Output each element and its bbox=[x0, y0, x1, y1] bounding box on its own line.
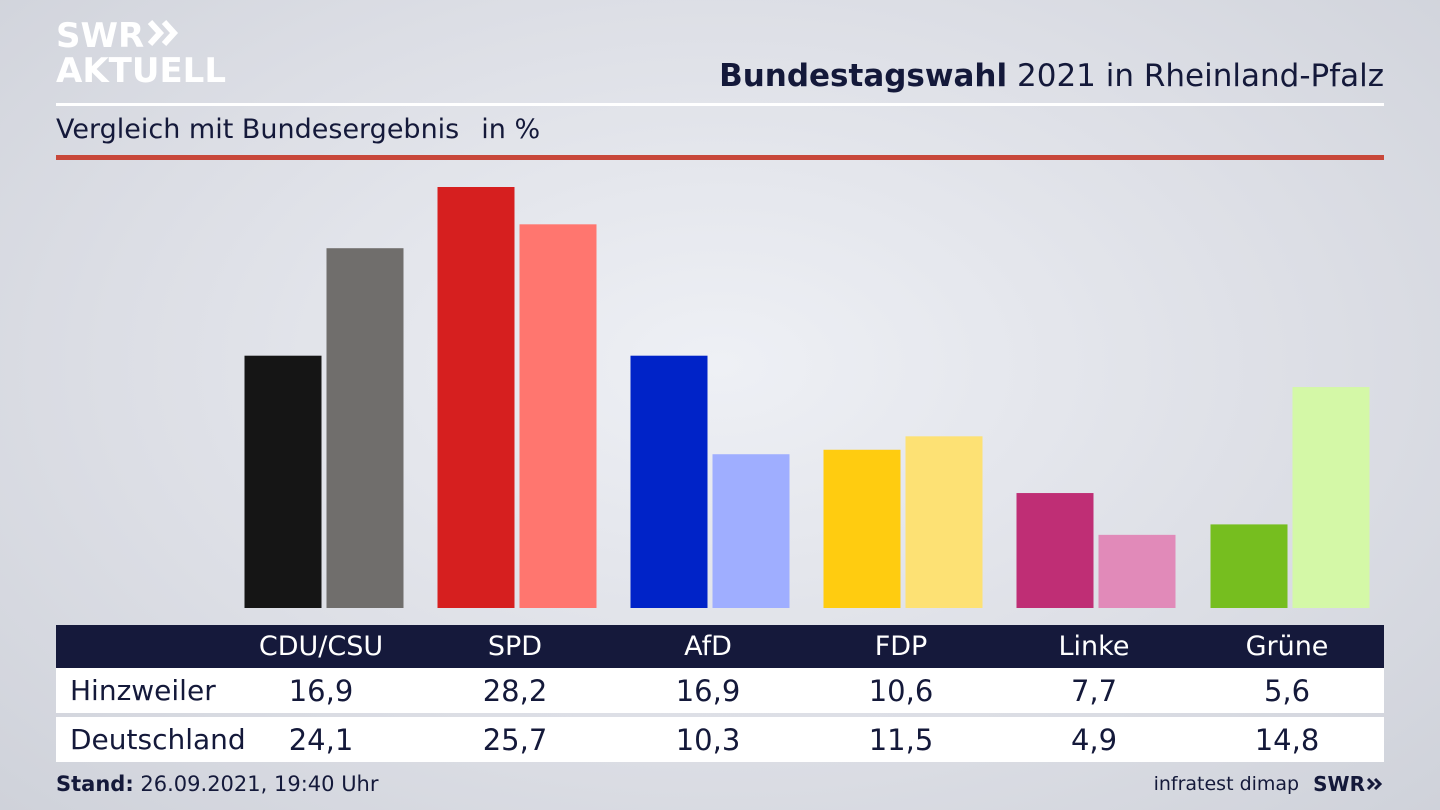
table-row: Deutschland 24,1 25,7 10,3 11,5 4,9 14,8 bbox=[56, 717, 1384, 762]
bar-afd-deutschland bbox=[712, 454, 790, 608]
swr-mini-text: SWR bbox=[1313, 772, 1365, 796]
header-cdu-csu: CDU/CSU bbox=[258, 631, 384, 662]
timestamp: Stand: 26.09.2021, 19:40 Uhr bbox=[56, 772, 379, 796]
header-afd: AfD bbox=[684, 631, 732, 662]
bar-cdu-csu-hinzweiler bbox=[244, 355, 322, 608]
table-cell: 24,1 bbox=[288, 722, 354, 757]
row-label-deutschland: Deutschland bbox=[70, 723, 246, 756]
stand-label: Stand: bbox=[56, 772, 134, 796]
accent-rule bbox=[56, 155, 1384, 160]
double-chevron-right-icon bbox=[1366, 777, 1383, 791]
table-header: CDU/CSU SPD AfD FDP Linke Grüne bbox=[56, 625, 1384, 668]
table-cell: 14,8 bbox=[1254, 722, 1320, 757]
unit-label: in % bbox=[481, 114, 541, 145]
bar-fdp-deutschland bbox=[905, 436, 983, 608]
chart-subtitle: Vergleich mit Bundesergebnis in % bbox=[56, 114, 540, 145]
table-cell: 4,9 bbox=[1070, 722, 1118, 757]
source-credit: infratest dimap SWR bbox=[1154, 772, 1384, 796]
table-cell: 10,3 bbox=[675, 722, 741, 757]
page-title: Bundestagswahl 2021 in Rheinland-Pfalz bbox=[719, 58, 1384, 94]
source-label: infratest dimap bbox=[1153, 773, 1300, 795]
bar-cdu-csu-deutschland bbox=[326, 248, 404, 608]
logo-aktuell-text: AKTUELL bbox=[56, 51, 227, 91]
header-gruene: Grüne bbox=[1245, 631, 1329, 662]
subtitle-text: Vergleich mit Bundesergebnis bbox=[56, 114, 460, 145]
bar-linke-deutschland bbox=[1098, 534, 1176, 608]
table-cell: 5,6 bbox=[1263, 673, 1311, 708]
table-cell: 7,7 bbox=[1070, 673, 1118, 708]
table-cell: 11,5 bbox=[868, 722, 934, 757]
table-cell: 16,9 bbox=[675, 673, 741, 708]
table-row: Hinzweiler 16,9 28,2 16,9 10,6 7,7 5,6 bbox=[56, 668, 1384, 713]
bar-afd-hinzweiler bbox=[630, 355, 708, 608]
bar-spd-hinzweiler bbox=[437, 187, 515, 608]
bar-gr-ne-hinzweiler bbox=[1210, 524, 1288, 608]
logo-swr-text: SWR bbox=[56, 16, 145, 56]
header-fdp: FDP bbox=[874, 631, 928, 662]
title-rest: 2021 in Rheinland-Pfalz bbox=[1017, 58, 1384, 94]
row-label-hinzweiler: Hinzweiler bbox=[70, 674, 216, 707]
table-cell: 25,7 bbox=[482, 722, 548, 757]
bar-fdp-hinzweiler bbox=[823, 449, 901, 608]
double-chevron-right-icon bbox=[146, 18, 182, 54]
header-divider bbox=[56, 103, 1384, 106]
bar-spd-deutschland bbox=[519, 224, 597, 608]
swr-aktuell-logo: SWR AKTUELL bbox=[56, 18, 226, 88]
stand-value: 26.09.2021, 19:40 Uhr bbox=[140, 772, 379, 796]
bar-linke-hinzweiler bbox=[1016, 493, 1094, 608]
header-spd: SPD bbox=[487, 631, 543, 662]
table-cell: 16,9 bbox=[288, 673, 354, 708]
table-cell: 10,6 bbox=[868, 673, 934, 708]
title-bold: Bundestagswahl bbox=[719, 58, 1008, 94]
bar-gr-ne-deutschland bbox=[1292, 387, 1370, 608]
header-linke: Linke bbox=[1058, 631, 1130, 662]
table-cell: 28,2 bbox=[482, 673, 548, 708]
swr-mini-logo: SWR bbox=[1313, 772, 1384, 796]
results-table: CDU/CSU SPD AfD FDP Linke Grüne Hinzweil… bbox=[56, 625, 1384, 762]
